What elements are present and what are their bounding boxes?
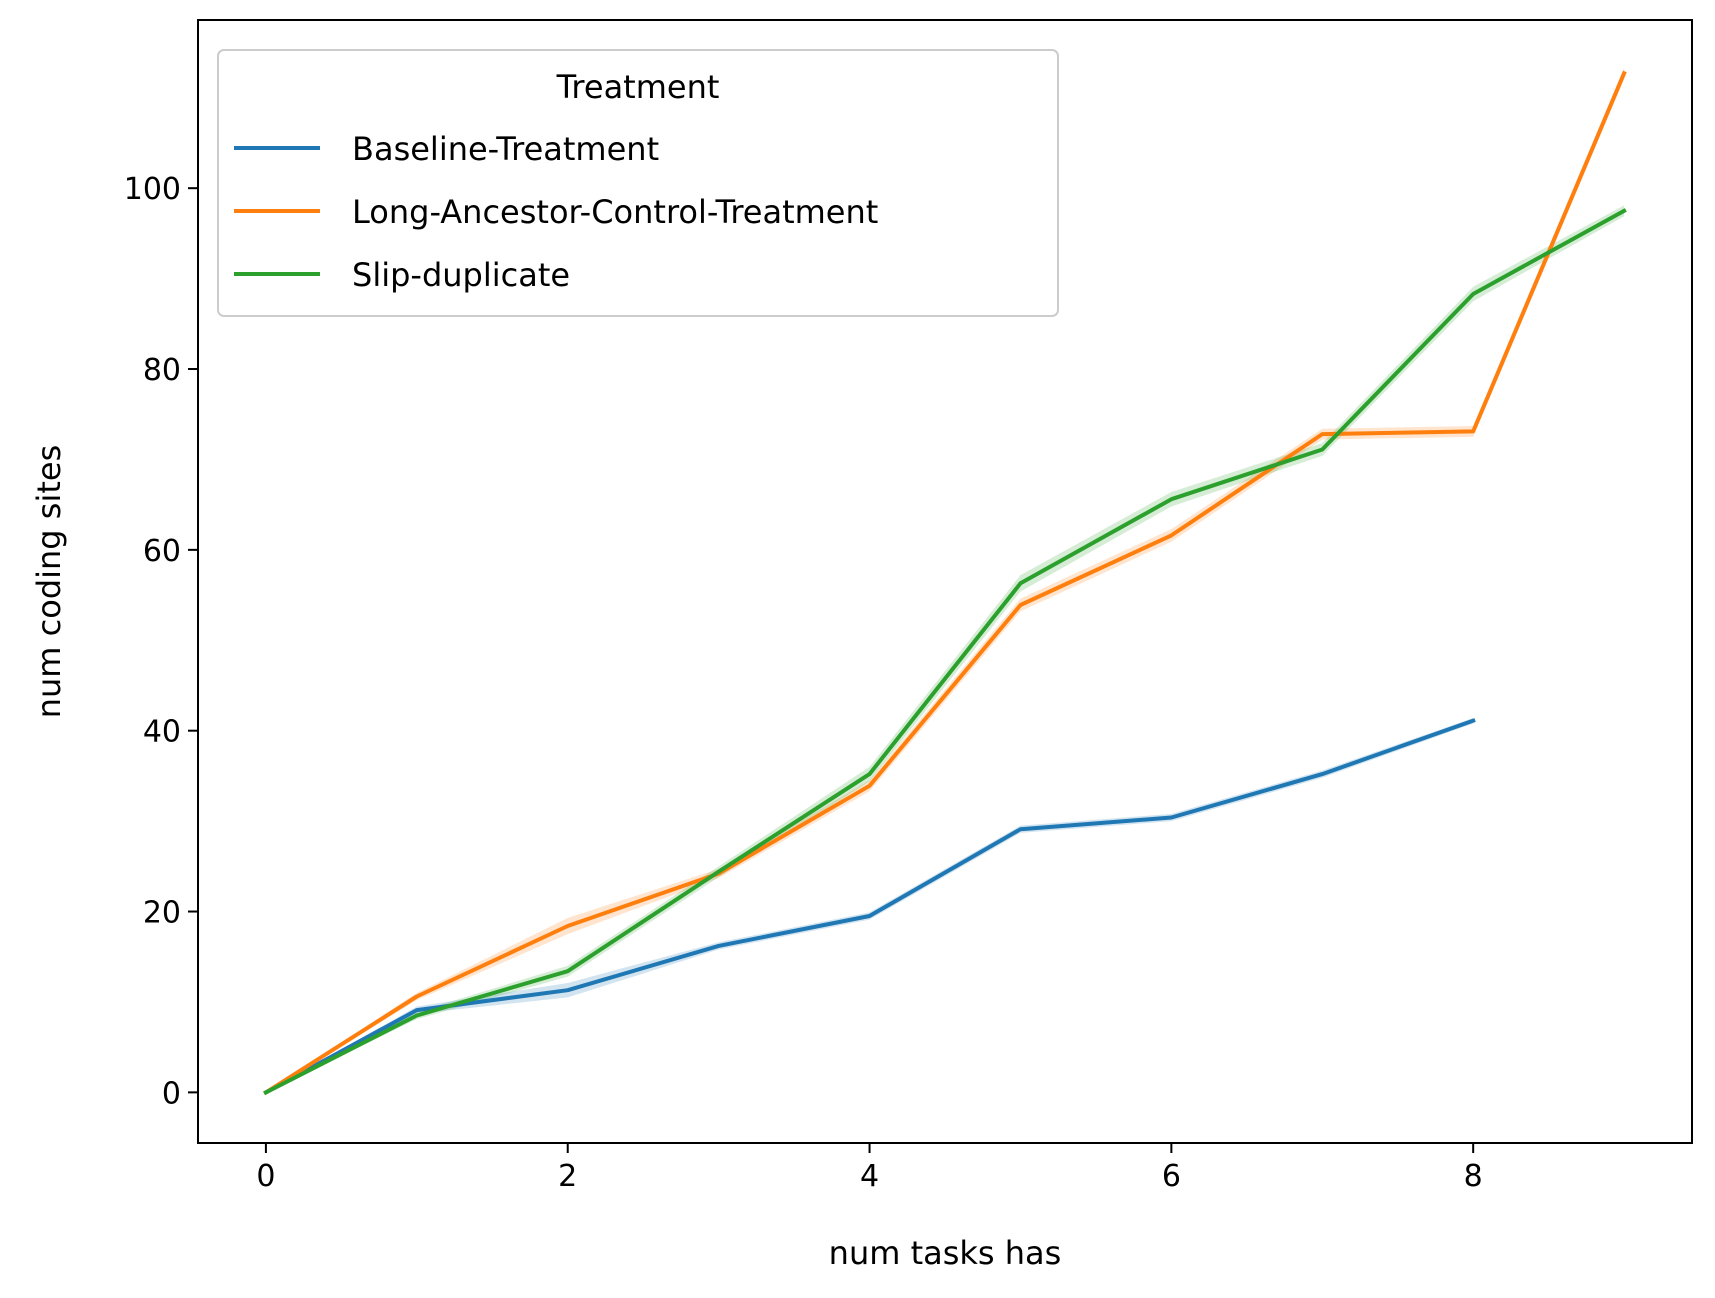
- legend-title: Treatment: [556, 68, 720, 106]
- y-tick-label: 60: [143, 534, 181, 569]
- series-line-1: [263, 70, 1627, 1096]
- y-tick-label: 100: [124, 172, 181, 207]
- legend-label-1: Long-Ancestor-Control-Treatment: [352, 193, 878, 231]
- y-axis-ticks: 0 20 40 60 80 100: [124, 172, 198, 1111]
- x-tick-label: 2: [558, 1159, 577, 1194]
- x-tick-label: 8: [1464, 1159, 1483, 1194]
- y-axis-label: num coding sites: [30, 445, 68, 719]
- y-tick-label: 0: [162, 1076, 181, 1111]
- x-tick-label: 0: [256, 1159, 275, 1194]
- legend: Treatment Baseline-Treatment Long-Ancesto…: [217, 49, 1059, 317]
- y-tick-label: 20: [143, 896, 181, 931]
- x-axis-ticks: 0 2 4 6 8: [256, 1143, 1483, 1194]
- series-line-2: [263, 208, 1627, 1096]
- y-tick-label: 40: [143, 715, 181, 750]
- series-line-0: [263, 718, 1476, 1096]
- legend-label-2: Slip-duplicate: [352, 256, 570, 294]
- x-tick-label: 4: [860, 1159, 879, 1194]
- x-tick-label: 6: [1162, 1159, 1181, 1194]
- y-tick-label: 80: [143, 353, 181, 388]
- x-axis-label: num tasks has: [829, 1234, 1062, 1272]
- legend-box: [217, 49, 1059, 317]
- plot-frame: [197, 19, 1693, 1144]
- legend-label-0: Baseline-Treatment: [352, 130, 659, 168]
- series-lines: [263, 70, 1627, 1096]
- legend-entries: Baseline-Treatment Long-Ancestor-Control-…: [234, 130, 878, 294]
